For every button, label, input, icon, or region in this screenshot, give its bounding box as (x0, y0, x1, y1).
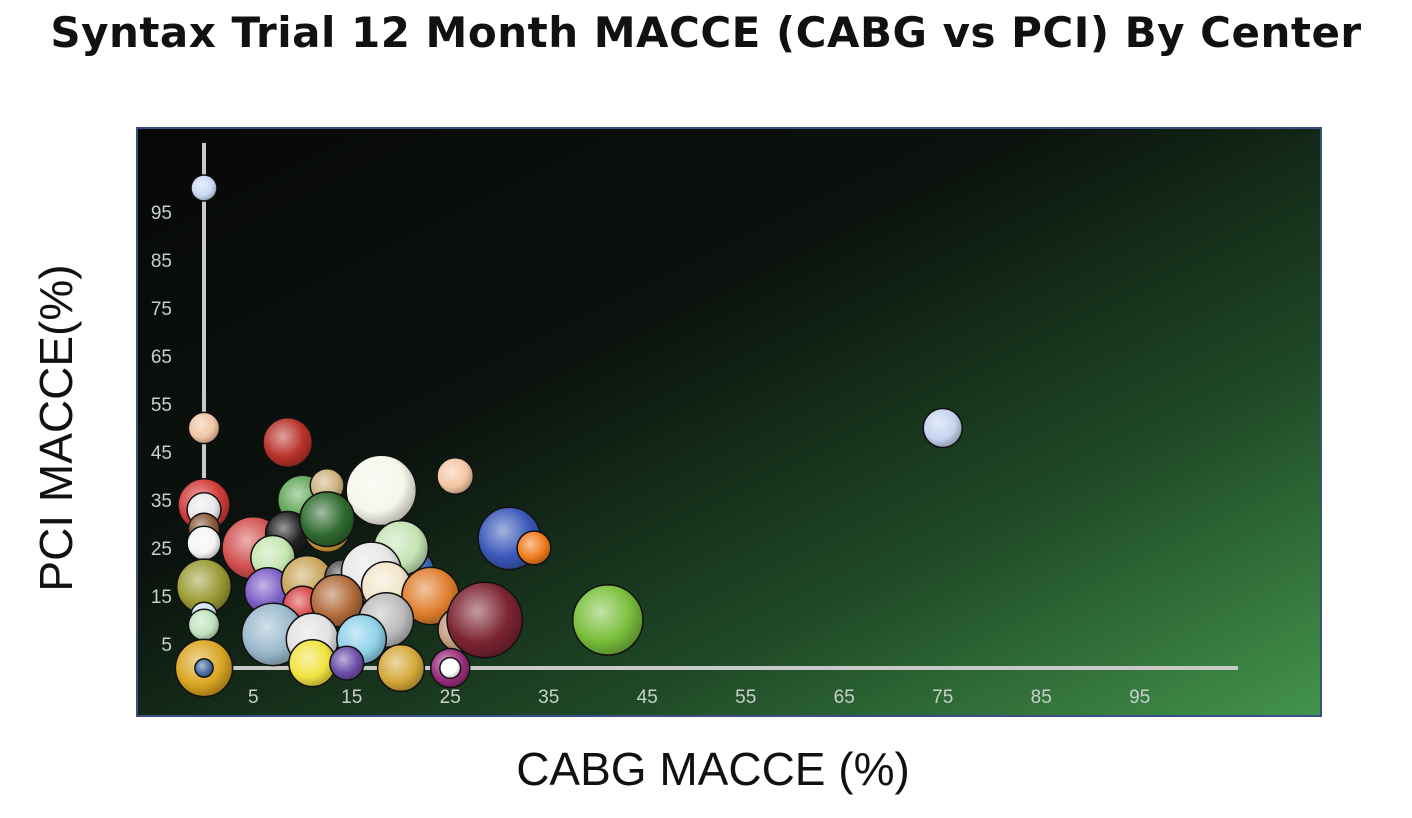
data-point (345, 454, 418, 527)
data-point (516, 530, 552, 566)
data-point (194, 658, 214, 678)
data-point (288, 639, 337, 688)
y-tick-label: 75 (151, 299, 172, 320)
y-tick-label: 35 (151, 491, 172, 512)
data-point (262, 416, 314, 468)
data-points (174, 174, 963, 698)
data-point (187, 608, 221, 642)
x-tick-label: 75 (932, 687, 953, 708)
y-tick-label: 65 (151, 347, 172, 368)
data-point (329, 645, 365, 681)
x-tick-label: 15 (341, 687, 362, 708)
data-point (310, 574, 364, 628)
x-tick-label: 65 (834, 687, 855, 708)
y-tick-labels: 5 15 25 35 45 55 65 75 85 95 (151, 203, 172, 656)
y-tick-label: 25 (151, 539, 172, 560)
x-axis-label: CABG MACCE (%) (516, 743, 910, 795)
x-tick-labels: 5 15 25 35 45 55 65 75 85 95 (248, 687, 1150, 708)
chart-title: Syntax Trial 12 Month MACCE (CABG vs PCI… (50, 8, 1362, 57)
data-point (186, 525, 222, 561)
x-tick-label: 95 (1129, 687, 1150, 708)
x-tick-label: 25 (440, 687, 461, 708)
data-point (190, 174, 218, 202)
data-point (436, 457, 475, 495)
y-tick-label: 15 (151, 587, 172, 608)
x-tick-label: 55 (735, 687, 756, 708)
data-point (187, 411, 221, 445)
x-tick-label: 35 (538, 687, 559, 708)
y-tick-label: 85 (151, 251, 172, 272)
data-point (299, 491, 356, 548)
y-tick-label: 45 (151, 443, 172, 464)
data-point (439, 656, 462, 680)
data-point (376, 643, 426, 693)
x-tick-label: 85 (1031, 687, 1052, 708)
data-point (446, 581, 524, 659)
y-tick-label: 55 (151, 395, 172, 416)
data-point (922, 407, 963, 449)
y-tick-label: 5 (161, 635, 172, 656)
y-axis-label: PCI MACCE(%) (30, 264, 82, 592)
y-tick-label: 95 (151, 203, 172, 224)
data-point (572, 584, 644, 656)
x-tick-label: 45 (637, 687, 658, 708)
x-tick-label: 5 (248, 687, 259, 708)
